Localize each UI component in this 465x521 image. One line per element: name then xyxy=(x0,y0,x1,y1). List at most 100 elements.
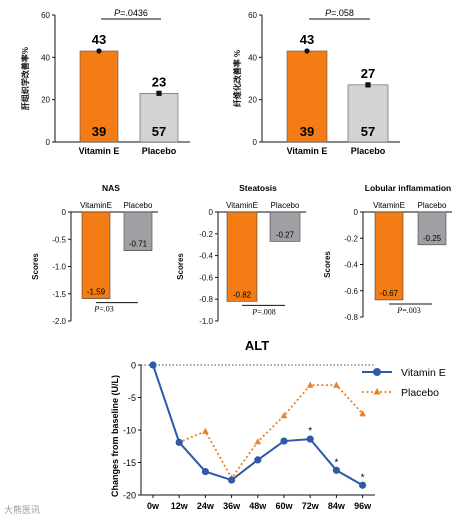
legend-label: Vitamin E xyxy=(401,367,446,379)
x-tick-label: 84w xyxy=(328,501,346,511)
significance-star: * xyxy=(334,457,338,468)
mid-chart-3: Lobular inflammation 0 -0.2 -0.4 -0.6 -0.8 Sco… xyxy=(323,183,452,322)
x-category-label: Placebo xyxy=(124,201,153,210)
bar xyxy=(286,50,328,143)
x-tick-label: 12w xyxy=(171,501,189,511)
y-tick-label: 40 xyxy=(41,53,50,62)
bar xyxy=(139,93,179,143)
y-tick-label: -2.0 xyxy=(52,317,66,326)
bar xyxy=(374,211,404,301)
data-point xyxy=(149,361,157,369)
y-tick-label: -0.5 xyxy=(52,235,66,244)
x-tick-label: 24w xyxy=(197,501,215,511)
data-point xyxy=(175,438,183,446)
data-point xyxy=(359,410,366,417)
y-tick-label: -0.4 xyxy=(344,261,358,270)
bar-value-label: 43 xyxy=(300,32,314,47)
x-tick-label: 48w xyxy=(249,501,267,511)
mid-chart-2: Steatosis 0 -0.2 -0.4 -0.6 -0.8 -1.0 Scores Vita… xyxy=(176,183,306,326)
x-category-label: VitaminE xyxy=(80,201,112,210)
y-tick-label: -1.0 xyxy=(52,263,66,272)
legend-label: Placebo xyxy=(401,387,439,399)
y-axis-label: Scores xyxy=(323,251,332,278)
x-tick-label: 96w xyxy=(354,501,372,511)
y-tick-label: 40 xyxy=(248,53,257,62)
chart-title: Lobular inflammation xyxy=(365,183,451,193)
y-tick-label: -0.8 xyxy=(344,313,358,322)
data-point xyxy=(254,456,262,464)
y-axis-label: Scores xyxy=(176,253,185,280)
mid-chart-1: NAS 0 -0.5 -1.0 -1.5 -2.0 Scores VitaminE -1.59 P… xyxy=(31,183,158,326)
data-point xyxy=(280,412,288,419)
p-value-annotation: P=.003 xyxy=(396,306,420,315)
y-axis-label: 肝组织学改善率% xyxy=(20,47,30,110)
data-point xyxy=(306,435,314,443)
bar-inner-label: 57 xyxy=(361,124,375,139)
bar xyxy=(81,211,111,299)
bar-value-label: 43 xyxy=(92,32,106,47)
data-point xyxy=(201,468,209,476)
top-chart-1: 0 20 40 60 肝组织学改善率% 43 39 Vitamin E 23 57 Placebo xyxy=(20,11,190,156)
y-tick-label: 0 xyxy=(46,138,51,147)
y-tick-label: -0.2 xyxy=(199,230,213,239)
y-tick-label: -0.2 xyxy=(344,234,358,243)
p-value-annotation: P=.058 xyxy=(325,8,354,18)
data-point xyxy=(333,381,340,388)
legend-swatch-marker xyxy=(373,388,381,395)
bar xyxy=(123,211,153,251)
chart-title: NAS xyxy=(102,183,120,193)
data-point xyxy=(254,438,262,445)
y-tick-label: -0.6 xyxy=(344,287,358,296)
significance-star: * xyxy=(361,472,365,483)
y-tick-label: 60 xyxy=(248,11,257,20)
chart-title: Steatosis xyxy=(239,183,277,193)
top-chart-2: 0 20 40 60 纤维化改善率 % 43 39 Vitamin E 27 57 Placebo xyxy=(232,11,400,156)
x-category-label: VitaminE xyxy=(373,201,405,210)
x-category-label: VitaminE xyxy=(226,201,258,210)
y-tick-label: 0 xyxy=(354,208,359,217)
chart-title: ALT xyxy=(245,338,269,353)
bar-top-marker xyxy=(365,82,371,88)
x-category-label: Placebo xyxy=(271,201,300,210)
data-point xyxy=(202,427,209,434)
data-point xyxy=(306,381,314,388)
x-tick-label: 60w xyxy=(275,501,293,511)
x-tick-label: 0w xyxy=(147,501,160,511)
data-point xyxy=(228,476,236,484)
y-tick-label: 20 xyxy=(41,96,50,105)
p-value-annotation: P=.03 xyxy=(93,305,113,314)
bar-value-label: 27 xyxy=(361,66,375,81)
data-point xyxy=(280,437,288,445)
y-axis-label: Scores xyxy=(31,253,40,280)
y-axis-label: 纤维化改善率 % xyxy=(232,50,242,107)
bar-inner-label: 57 xyxy=(152,124,166,139)
bar xyxy=(417,211,447,246)
bar-value-label: -0.71 xyxy=(129,240,148,249)
bar-value-label: -0.25 xyxy=(423,234,442,243)
y-tick-label: 0 xyxy=(62,208,67,217)
y-tick-label: 0 xyxy=(131,361,136,371)
x-category-label: Placebo xyxy=(351,146,386,156)
bar-top-marker xyxy=(156,90,162,96)
bar xyxy=(347,84,389,143)
y-tick-label: 0 xyxy=(253,138,258,147)
bar-value-label: -0.27 xyxy=(276,230,295,239)
x-category-label: Placebo xyxy=(418,201,447,210)
bar-value-label: 23 xyxy=(152,74,166,89)
bar-top-marker xyxy=(304,48,310,54)
x-category-label: Placebo xyxy=(142,146,177,156)
bar-value-label: -0.82 xyxy=(233,290,252,299)
x-category-label: Vitamin E xyxy=(79,146,120,156)
p-value-annotation: P=.008 xyxy=(251,307,275,316)
data-point xyxy=(332,466,340,474)
y-tick-label: -1.0 xyxy=(199,317,213,326)
bar xyxy=(226,211,258,302)
bar-inner-label: 39 xyxy=(300,124,314,139)
y-tick-label: -10 xyxy=(123,426,136,436)
bar-top-marker xyxy=(96,48,102,54)
significance-star: * xyxy=(308,426,312,437)
x-category-label: Vitamin E xyxy=(287,146,328,156)
y-tick-label: -0.4 xyxy=(199,252,213,261)
